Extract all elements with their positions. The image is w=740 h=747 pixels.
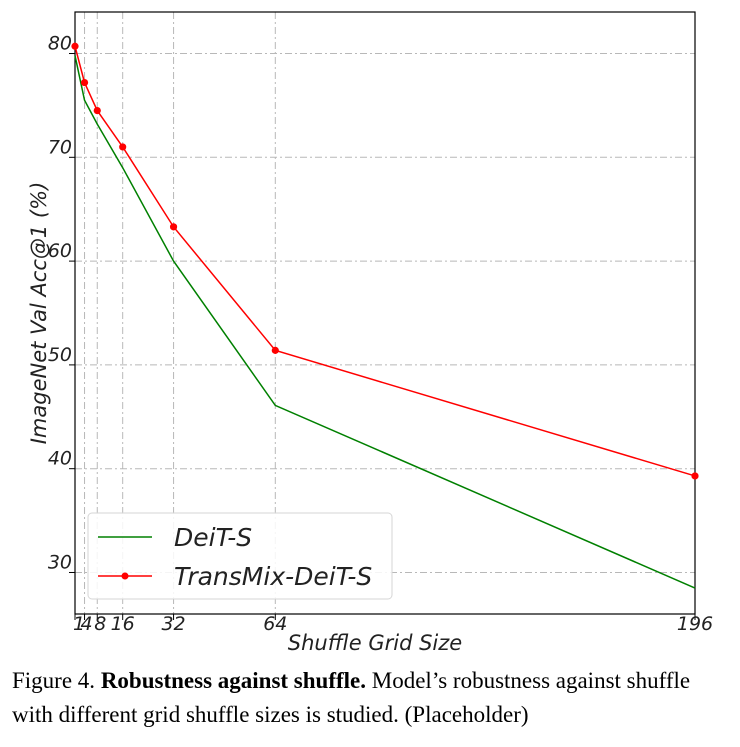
- x-tick-label: 1: [73, 613, 85, 635]
- x-tick-label: 8: [94, 613, 106, 635]
- x-axis-label: Shuffle Grid Size: [288, 631, 462, 655]
- plot-frame: [74, 11, 696, 615]
- y-tick-label: 80: [48, 33, 72, 55]
- data-point: [93, 107, 101, 115]
- data-point: [691, 472, 699, 480]
- y-tick-label: 60: [48, 240, 72, 262]
- y-tick-label: 50: [48, 344, 72, 366]
- y-tick-label: 40: [48, 448, 72, 470]
- y-tick-label: 70: [48, 136, 72, 158]
- caption-title: Robustness against shuffle.: [100, 668, 367, 693]
- y-axis-label: ImageNet Val Acc@1 (%): [27, 182, 51, 445]
- data-point: [271, 346, 279, 354]
- caption-label: Figure 4.: [12, 668, 96, 693]
- legend-label-transmix-deit-s: TransMix-DeiT-S: [174, 562, 372, 591]
- data-point: [169, 223, 178, 231]
- x-tick-label: 4: [80, 613, 92, 635]
- figure-caption: Figure 4. Robustness against shuffle. Mo…: [12, 664, 732, 732]
- legend-item-deit-s: DeiT-S: [98, 523, 252, 552]
- caption-text: Model’s robustness against shuffle with …: [12, 668, 691, 727]
- series-line-0: [74, 55, 696, 589]
- x-tick-label: 32: [161, 613, 185, 635]
- legend-label-deit-s: DeiT-S: [174, 523, 252, 552]
- data-point: [71, 42, 79, 50]
- line-chart: 30 40 50 60 70 80 14 8 16 32 64 196 Shuffle Grid Si…: [27, 11, 713, 655]
- legend: DeiT-S TransMix-DeiT-S: [87, 512, 393, 600]
- series-layer: [71, 42, 699, 589]
- legend-item-transmix-deit-s: TransMix-DeiT-S: [98, 562, 372, 591]
- x-tick-label: 64: [263, 613, 287, 635]
- x-tick-label: 196: [677, 613, 713, 635]
- x-tick-label: 16: [111, 613, 135, 635]
- data-point: [80, 78, 89, 87]
- y-tick-label: 30: [48, 551, 72, 573]
- data-point: [119, 143, 127, 151]
- ticks: 30 40 50 60 70 80 14 8 16 32 64 196: [48, 33, 713, 635]
